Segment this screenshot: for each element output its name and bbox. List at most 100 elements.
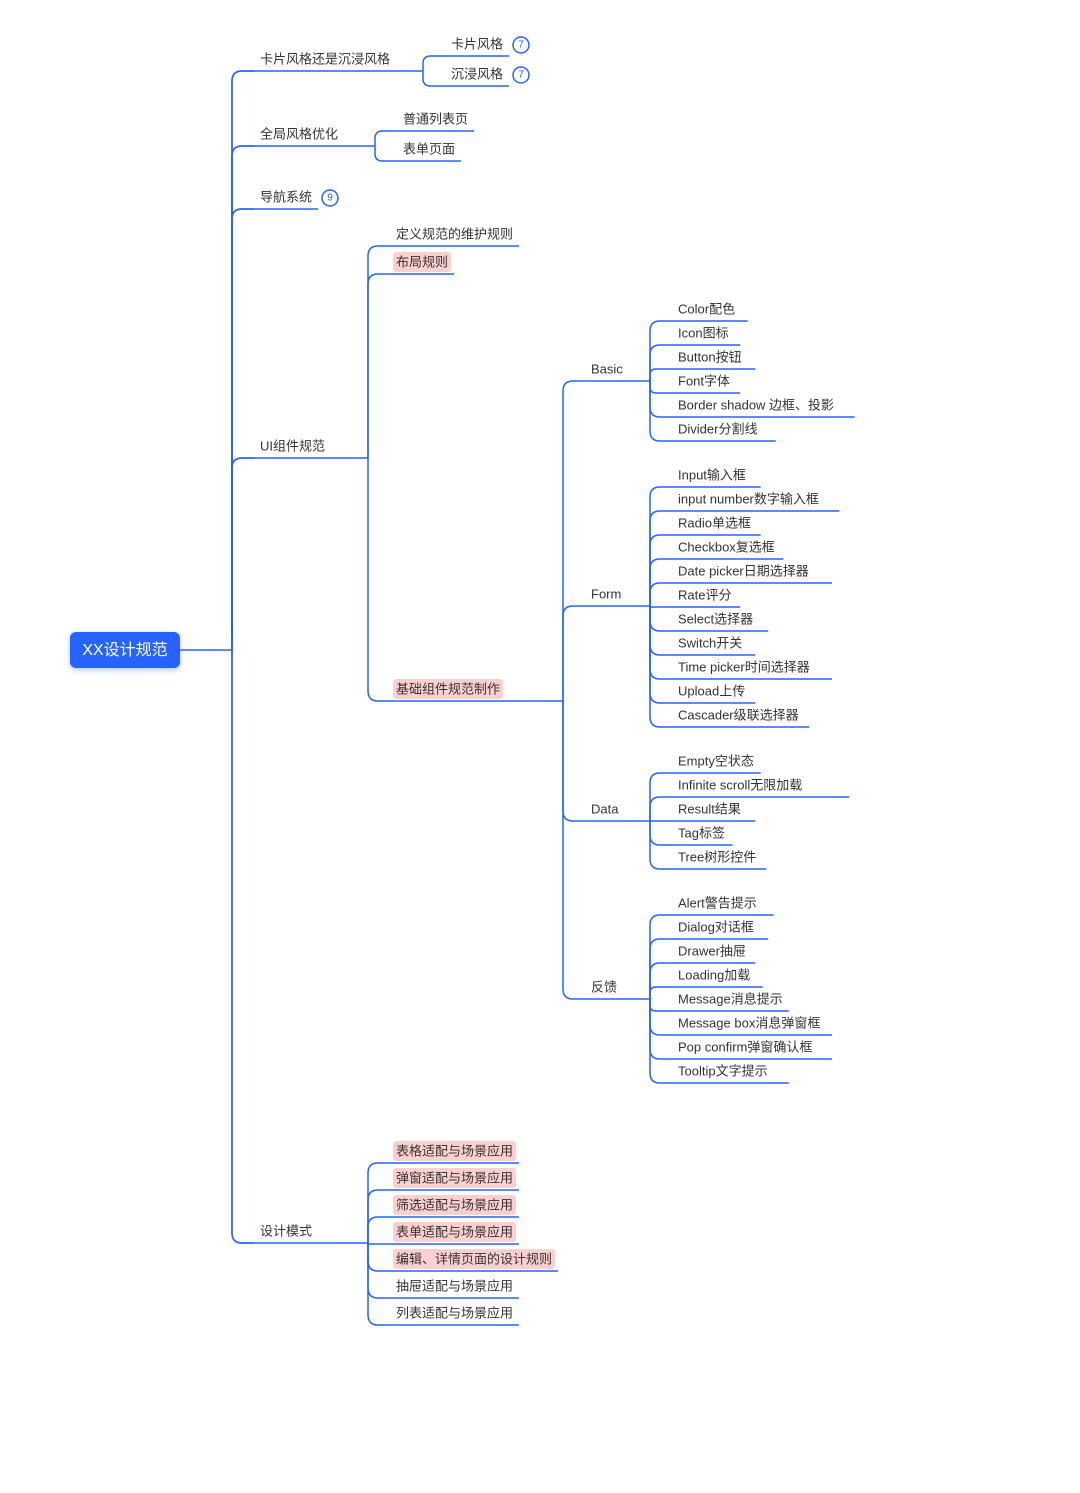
mindmap-node[interactable]: 设计模式 [254, 1223, 318, 1243]
edge [650, 345, 672, 381]
node-label: Drawer抽屉 [678, 943, 746, 958]
node-label: 设计模式 [260, 1223, 312, 1238]
mindmap-node[interactable]: 定义规范的维护规则 [390, 226, 519, 246]
node-label: 编辑、详情页面的设计规则 [396, 1251, 552, 1266]
mindmap-node[interactable]: 表单适配与场景应用 [390, 1222, 519, 1244]
mindmap-node[interactable]: Cascader级联选择器 [672, 707, 809, 727]
mindmap-node[interactable]: 反馈 [585, 979, 625, 999]
node-label: 卡片风格还是沉浸风格 [260, 51, 390, 66]
edge [375, 131, 397, 146]
mindmap-node[interactable]: Border shadow 边框、投影 [672, 397, 855, 417]
mindmap-node[interactable]: Tree树形控件 [672, 849, 766, 869]
mindmap-node[interactable]: Infinite scroll无限加载 [672, 777, 849, 797]
mindmap-node[interactable]: Result结果 [672, 801, 755, 821]
mindmap-node[interactable]: 基础组件规范制作 [390, 679, 506, 701]
mindmap-node[interactable]: Switch开关 [672, 635, 755, 655]
node-label: 弹窗适配与场景应用 [396, 1170, 513, 1185]
edge [563, 606, 585, 701]
mindmap-node[interactable]: Tooltip文字提示 [672, 1063, 789, 1083]
mindmap-node[interactable]: Color配色 [672, 301, 748, 321]
mindmap-node[interactable]: Basic [585, 361, 635, 381]
edge [232, 71, 254, 639]
mindmap-node[interactable]: 筛选适配与场景应用 [390, 1195, 519, 1217]
mindmap-node[interactable]: Font字体 [672, 373, 740, 393]
mindmap-node[interactable]: 编辑、详情页面的设计规则 [390, 1249, 558, 1271]
node-label: 沉浸风格 [451, 66, 503, 81]
mindmap-node[interactable]: Input输入框 [672, 467, 761, 487]
mindmap-node[interactable]: 卡片风格7 [445, 36, 529, 56]
edge [232, 458, 254, 650]
mindmap-node[interactable]: Drawer抽屉 [672, 943, 755, 963]
edge [650, 987, 672, 999]
mindmap-node[interactable]: Loading加载 [672, 967, 763, 987]
node-label: Basic [591, 361, 623, 376]
mindmap-node[interactable]: Data [585, 801, 627, 821]
edge [232, 650, 254, 1243]
edge [650, 606, 672, 631]
edge [232, 146, 254, 639]
mindmap-node[interactable]: 弹窗适配与场景应用 [390, 1168, 519, 1190]
mindmap-node[interactable]: 抽屉适配与场景应用 [390, 1278, 519, 1298]
mindmap-node[interactable]: Message box消息弹窗框 [672, 1015, 832, 1035]
mindmap-node[interactable]: 布局规则 [390, 252, 454, 274]
mindmap-node[interactable]: 表单页面 [397, 141, 461, 161]
node-label: 表单适配与场景应用 [396, 1224, 513, 1239]
mindmap-node[interactable]: 普通列表页 [397, 111, 474, 131]
mindmap-node[interactable]: Message消息提示 [672, 991, 789, 1011]
mindmap-node[interactable]: Date picker日期选择器 [672, 563, 832, 583]
edge [423, 56, 445, 71]
node-label: Cascader级联选择器 [678, 707, 799, 722]
mindmap-node[interactable]: Divider分割线 [672, 421, 776, 441]
mindmap-node[interactable]: 全局风格优化 [254, 126, 344, 146]
mindmap-node[interactable]: 沉浸风格 7 [445, 66, 529, 86]
node-label: Result结果 [678, 801, 741, 816]
node-label: 抽屉适配与场景应用 [396, 1278, 513, 1293]
node-label: Dialog对话框 [678, 919, 754, 934]
node-label: Upload上传 [678, 683, 745, 698]
edge [368, 1243, 390, 1271]
mindmap-node[interactable]: input number数字输入框 [672, 491, 839, 511]
edge [563, 701, 585, 821]
edge [650, 999, 672, 1035]
node-label: Switch开关 [678, 635, 742, 650]
mindmap-node[interactable]: 列表适配与场景应用 [390, 1305, 519, 1325]
mindmap-node[interactable]: Pop confirm弹窗确认框 [672, 1039, 832, 1059]
node-label: Tree树形控件 [678, 849, 756, 864]
node-label: 全局风格优化 [260, 126, 338, 141]
mindmap-node[interactable]: Button按钮 [672, 349, 755, 369]
node-label: Border shadow 边框、投影 [678, 397, 834, 412]
node-label: 普通列表页 [403, 111, 468, 126]
node-label: 定义规范的维护规则 [396, 226, 513, 241]
badge-count: 7 [518, 70, 524, 81]
mindmap-node[interactable]: Empty空状态 [672, 753, 761, 773]
node-label: Checkbox复选框 [678, 539, 775, 554]
node-label: Rate评分 [678, 587, 731, 602]
node-label: 筛选适配与场景应用 [396, 1197, 513, 1212]
mindmap-node[interactable]: Radio单选框 [672, 515, 761, 535]
mindmap-node[interactable]: Time picker时间选择器 [672, 659, 832, 679]
mindmap-node[interactable]: 表格适配与场景应用 [390, 1141, 519, 1163]
edge [232, 209, 254, 639]
edge [368, 458, 390, 701]
mindmap-node[interactable]: Upload上传 [672, 683, 755, 703]
edge [423, 71, 445, 86]
edge [650, 999, 672, 1059]
mindmap-node[interactable]: Dialog对话框 [672, 919, 768, 939]
node-label: Color配色 [678, 301, 735, 316]
mindmap-node[interactable]: Alert警告提示 [672, 895, 774, 915]
mindmap-node[interactable]: Tag标签 [672, 825, 733, 845]
mindmap-node[interactable]: 导航系统9 [254, 189, 338, 209]
mindmap-node[interactable]: UI组件规范 [254, 438, 333, 458]
mindmap-node[interactable]: Form [585, 586, 627, 606]
edge [650, 606, 672, 679]
mindmap-node[interactable]: Select选择器 [672, 611, 768, 631]
mindmap-node[interactable]: Icon图标 [672, 325, 740, 345]
mindmap-node[interactable]: Checkbox复选框 [672, 539, 783, 559]
node-label: Select选择器 [678, 611, 753, 626]
node-label: Date picker日期选择器 [678, 563, 809, 578]
mindmap-node[interactable]: 卡片风格还是沉浸风格 [254, 51, 396, 71]
edge [375, 146, 397, 161]
node-label: Empty空状态 [678, 753, 754, 768]
edge [650, 963, 672, 999]
mindmap-node[interactable]: Rate评分 [672, 587, 740, 607]
